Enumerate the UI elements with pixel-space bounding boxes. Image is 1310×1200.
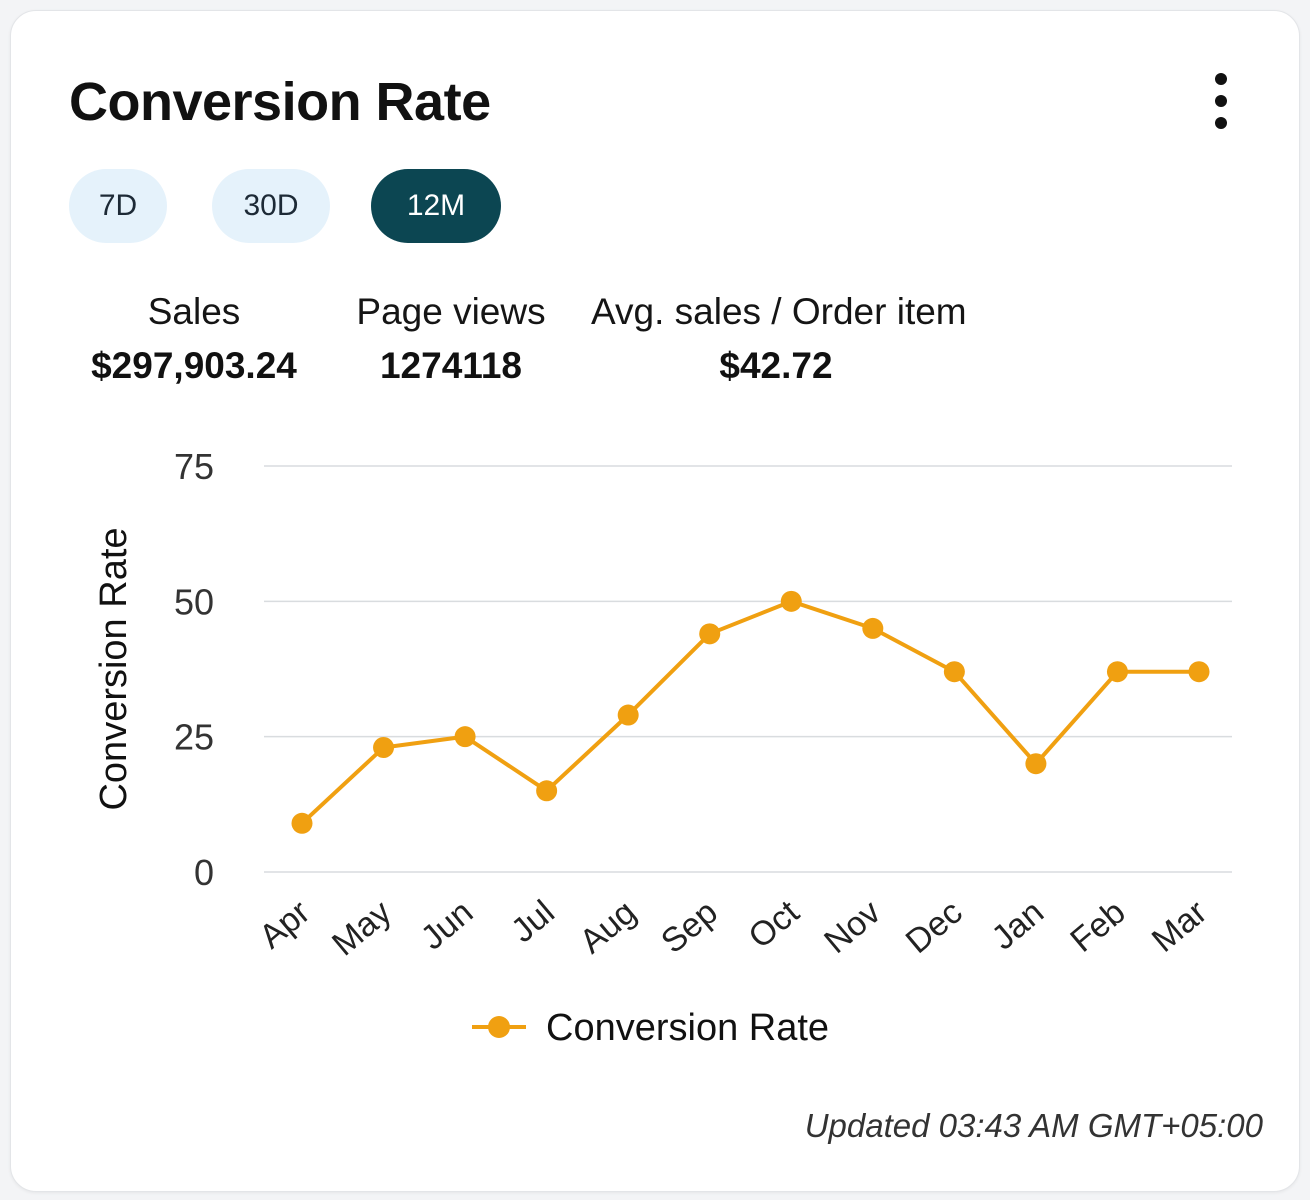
x-tick-label: Jan: [985, 893, 1051, 957]
x-tick-label: Nov: [817, 893, 888, 961]
data-point: [943, 661, 965, 683]
conversion-rate-line-chart: 0 25 50 75 Conversion Rate Apr May Jun Jul Aug Sep…: [93, 446, 1232, 1049]
updated-timestamp: Updated 03:43 AM GMT+05:00: [804, 1107, 1263, 1144]
y-tick-label: 25: [174, 717, 214, 758]
stat-avg-sales: Avg. sales / Order item $42.72: [591, 291, 967, 387]
kebab-dot: [1215, 117, 1227, 129]
y-axis-label: Conversion Rate: [93, 527, 135, 810]
x-tick-label: Aug: [573, 893, 644, 961]
data-point: [699, 623, 721, 645]
data-point: [536, 780, 558, 802]
data-point: [1188, 661, 1210, 683]
kebab-dot: [1215, 73, 1227, 85]
stat-avg-sales-value: $42.72: [719, 345, 833, 386]
data-point: [780, 590, 802, 612]
y-tick-label: 0: [194, 852, 214, 893]
data-point: [454, 726, 476, 748]
x-tick-label: May: [325, 893, 399, 963]
stat-sales-value: $297,903.24: [91, 345, 297, 386]
more-vertical-icon[interactable]: [1201, 69, 1241, 133]
range-12m-button[interactable]: 12M: [371, 169, 501, 243]
x-tick-label: Jul: [504, 893, 562, 950]
y-tick-label: 75: [174, 446, 214, 487]
range-30d-button[interactable]: 30D: [212, 169, 330, 243]
data-point: [862, 617, 884, 639]
x-tick-label: Sep: [654, 893, 725, 961]
x-tick-label: Oct: [741, 893, 806, 956]
card-title: Conversion Rate: [69, 72, 491, 132]
data-point: [291, 812, 313, 834]
stat-page-views: Page views 1274118: [347, 291, 555, 387]
legend-label: Conversion Rate: [546, 1007, 829, 1049]
x-tick-label: Feb: [1063, 893, 1132, 960]
y-tick-label: 50: [174, 581, 214, 622]
conversion-rate-card: Conversion Rate 7D 30D 12M Sales $297,90…: [10, 10, 1300, 1192]
stat-sales-label: Sales: [147, 291, 241, 332]
x-tick-label: Mar: [1145, 893, 1214, 960]
x-tick-label: Jun: [414, 893, 480, 957]
data-point: [373, 736, 395, 758]
data-point: [617, 704, 639, 726]
data-point: [1025, 753, 1047, 775]
stat-page-views-label: Page views: [356, 291, 546, 332]
x-tick-label: Dec: [899, 893, 970, 961]
data-point: [1106, 661, 1128, 683]
stat-avg-sales-label: Avg. sales / Order item: [591, 291, 967, 332]
series-line: [300, 599, 1201, 826]
stat-sales: Sales $297,903.24: [69, 291, 319, 387]
stat-page-views-value: 1274118: [379, 345, 522, 386]
range-7d-button[interactable]: 7D: [69, 169, 167, 243]
x-tick-label: Apr: [252, 893, 317, 956]
kebab-dot: [1215, 95, 1227, 107]
legend-swatch-marker: [488, 1016, 510, 1038]
